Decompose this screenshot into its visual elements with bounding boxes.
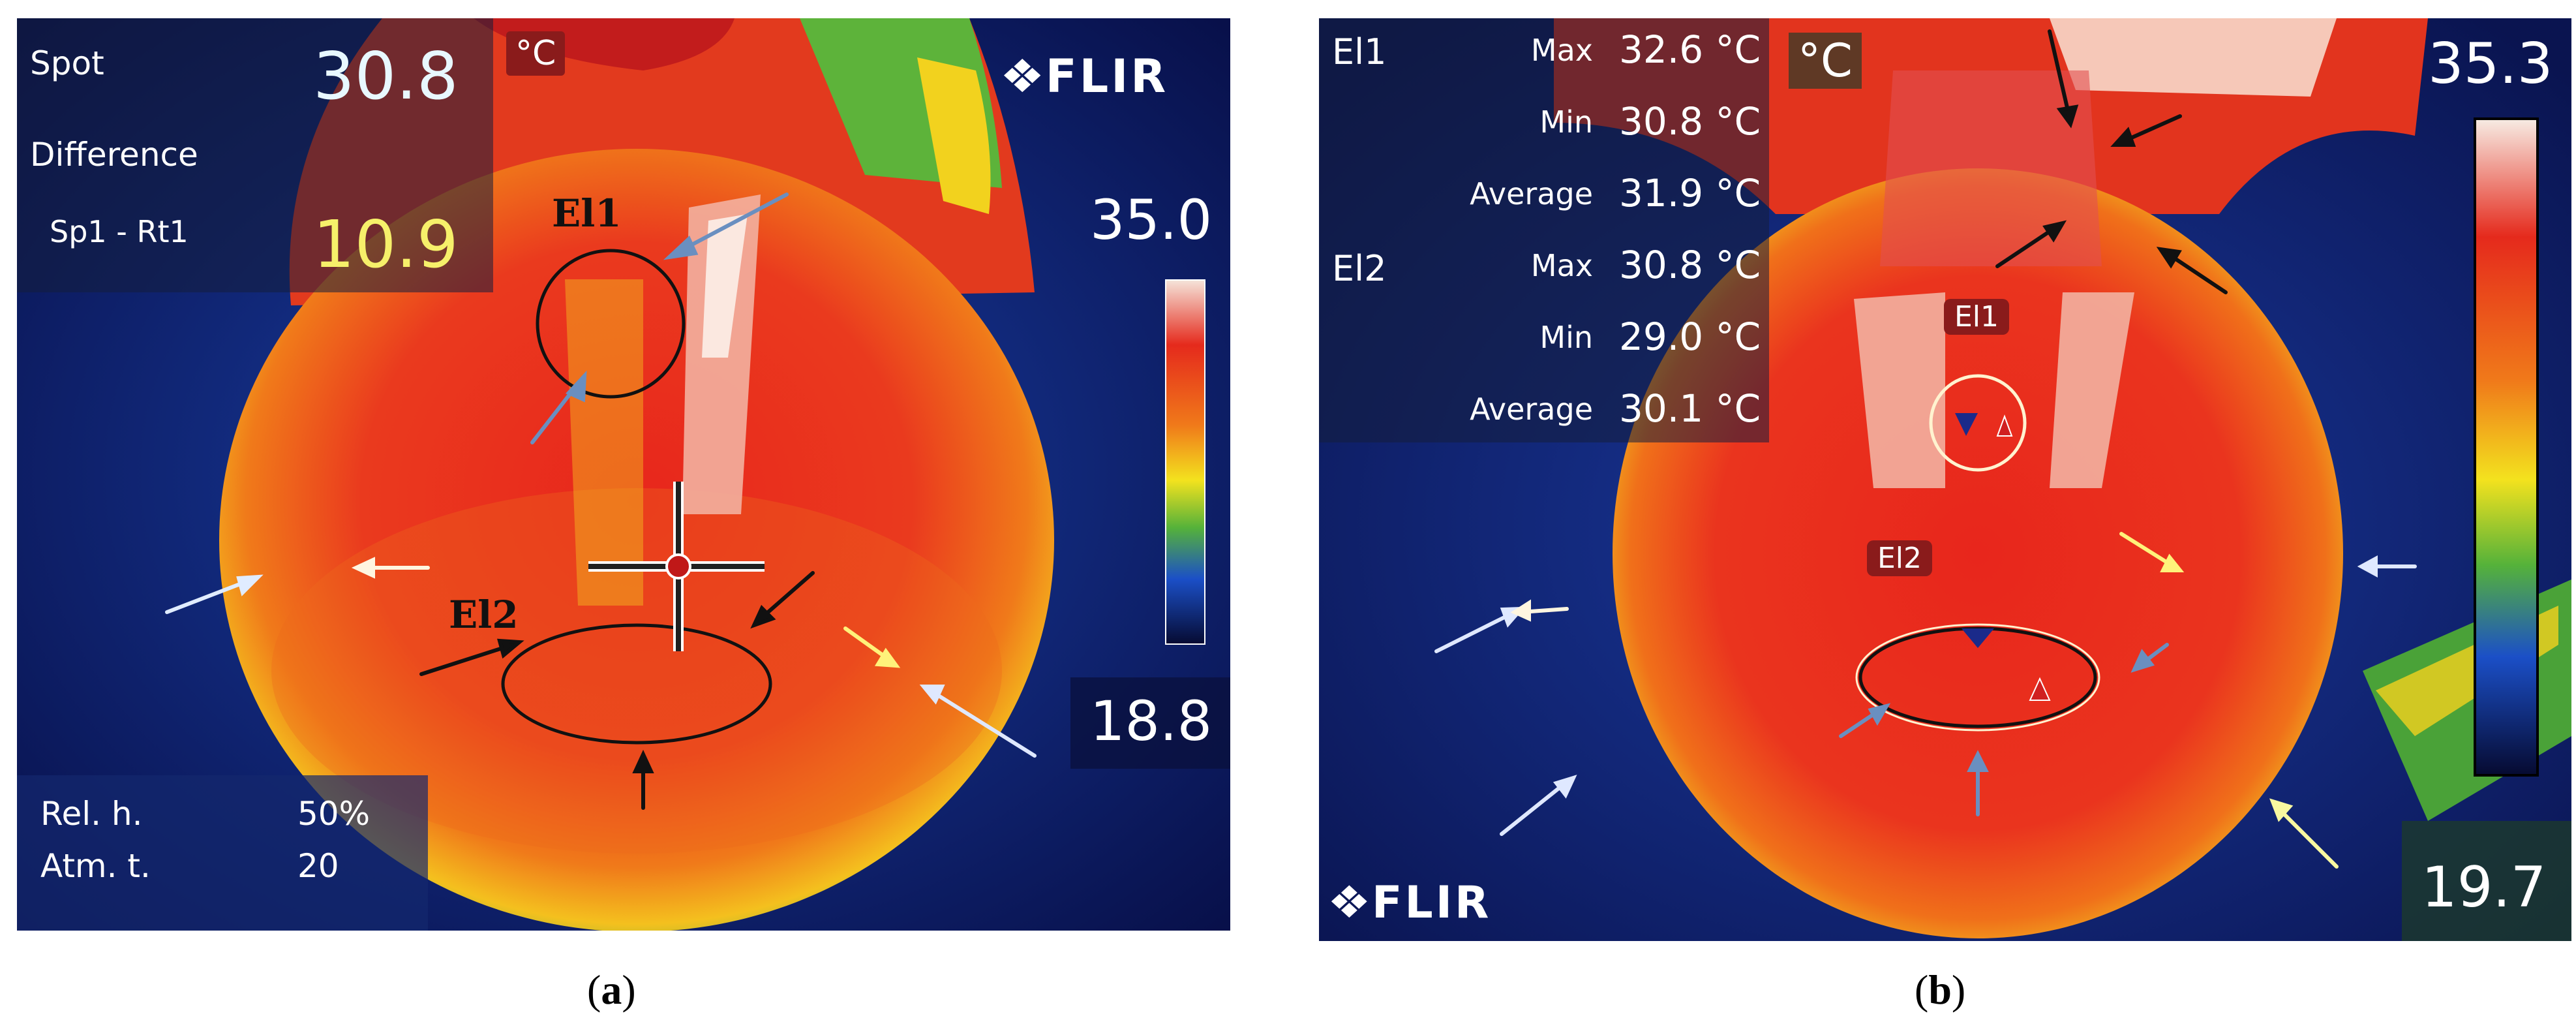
atm-t-value: 20 (297, 847, 339, 885)
atm-t-label: Atm. t. (40, 847, 151, 885)
rel-h-label: Rel. h. (40, 795, 143, 833)
flir-mark-icon: ❖ (1327, 877, 1374, 929)
stat-label: Average (1470, 176, 1593, 211)
ellipse-label-el2: El2 (1867, 540, 1933, 576)
stat-value: 30.8 °C (1619, 243, 1761, 287)
stats-group-el1: El1 (1332, 31, 1387, 72)
stat-value: 30.1 °C (1619, 386, 1761, 431)
thermal-heatmap-a (17, 18, 1230, 931)
stat-value: 30.8 °C (1619, 99, 1761, 144)
spot-crosshair (588, 482, 765, 651)
color-scale-bar (2474, 117, 2539, 777)
caption-b: (b) (1915, 966, 1966, 1013)
stats-group-el2: El2 (1332, 248, 1387, 289)
stat-label: Max (1530, 248, 1593, 283)
difference-label: Difference (30, 136, 198, 174)
spot-label: Spot (30, 44, 104, 82)
spot-readout-box (17, 18, 493, 292)
ellipse-label-el2: El2 (449, 593, 519, 637)
stat-label: Min (1539, 104, 1593, 140)
scale-min-box (2402, 821, 2571, 941)
stat-label: Min (1539, 320, 1593, 355)
scale-max: 35.0 (1090, 188, 1213, 252)
thermal-image-b: El1 Max 32.6 °C Min 30.8 °C Average 31.9… (1319, 18, 2571, 941)
flir-logo: ❖FLIR (999, 50, 1169, 103)
stat-label: Max (1530, 33, 1593, 68)
flir-mark-icon: ❖ (999, 50, 1048, 103)
color-scale-bar (1165, 279, 1205, 645)
stat-value: 31.9 °C (1619, 171, 1761, 215)
unit-label: °C (1789, 33, 1862, 89)
scale-min: 18.8 (1090, 689, 1213, 753)
scale-min: 19.7 (2421, 855, 2547, 920)
params-box (17, 775, 428, 931)
spot-value: 30.8 (313, 38, 459, 114)
thermal-image-a: Spot 30.8 Difference Sp1 - Rt1 10.9 °C ❖… (17, 18, 1230, 931)
ellipse-label-el1: El1 (552, 191, 622, 236)
scale-min-box (1070, 677, 1230, 769)
flir-logo: ❖FLIR (1327, 877, 1492, 929)
ellipse-label-el1: El1 (1944, 299, 2010, 335)
stat-value: 32.6 °C (1619, 27, 1761, 72)
stat-value: 29.0 °C (1619, 315, 1761, 359)
diff-pair-label: Sp1 - Rt1 (50, 214, 189, 249)
difference-value: 10.9 (313, 206, 459, 283)
rel-h-value: 50% (297, 795, 371, 833)
stat-label: Average (1470, 392, 1593, 427)
stats-box (1319, 18, 1769, 442)
thermal-heatmap-b (1319, 18, 2571, 941)
unit-label: °C (506, 31, 566, 76)
scale-max: 35.3 (2428, 31, 2553, 97)
caption-a: (a) (587, 966, 636, 1013)
